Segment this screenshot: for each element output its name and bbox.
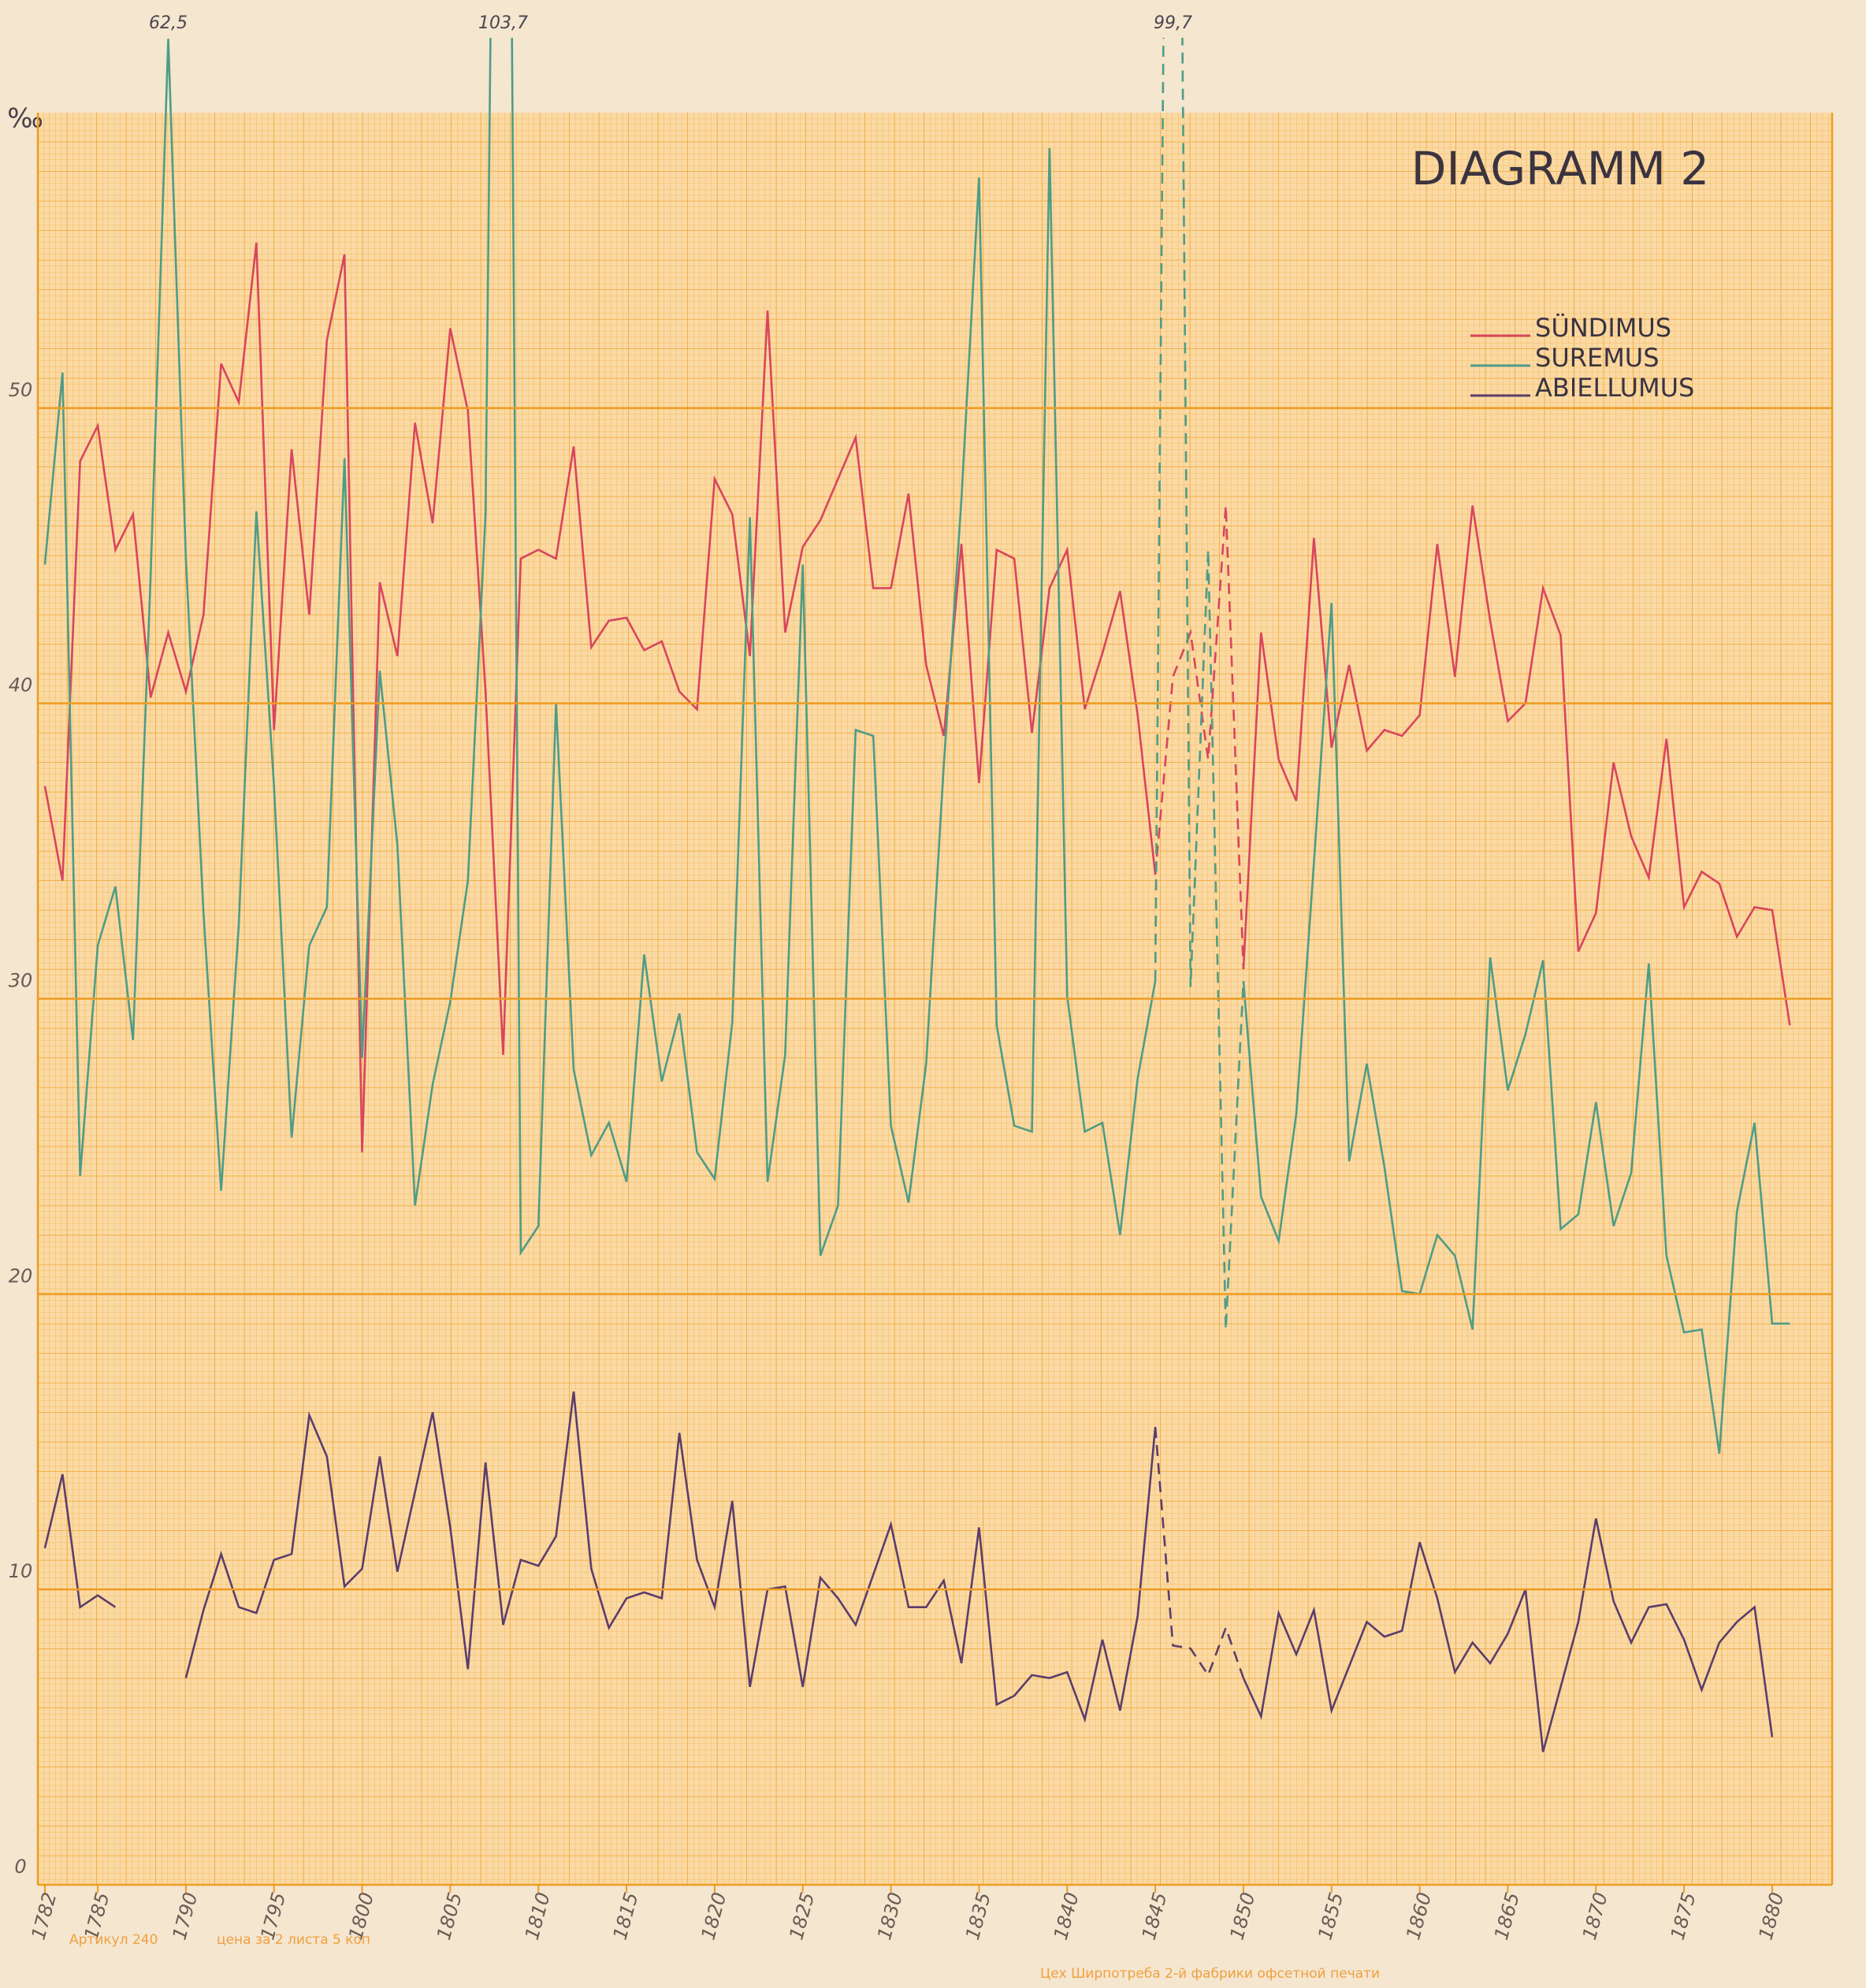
y-tick-label: 30 — [9, 970, 33, 992]
y-tick-label: 20 — [9, 1265, 33, 1287]
series-line — [43, 1473, 117, 1609]
series-line — [1242, 505, 1791, 1026]
y-tick-label: 40 — [9, 674, 33, 697]
chart-title: DIAGRAMM 2 — [1411, 142, 1709, 195]
y-tick-label: 10 — [9, 1560, 33, 1582]
lines — [43, 38, 1791, 1752]
series-line — [43, 38, 1157, 1257]
y-tick-label: 0 — [14, 1856, 26, 1878]
legend-label: SUREMUS — [1535, 343, 1660, 373]
legend-label: SÜNDIMUS — [1535, 313, 1671, 343]
value-label: 103,7 — [478, 13, 528, 33]
y-tick-label: 50 — [9, 379, 33, 401]
footnote: Цех Ширпотреба 2-й фабрики офсетной печа… — [1040, 1966, 1380, 1982]
series-line — [1154, 505, 1245, 970]
footnote: Артикул 240 — [69, 1932, 158, 1948]
series-line — [1242, 603, 1790, 1454]
value-label: 99,7 — [1154, 13, 1192, 33]
footnote: цена за 2 листа 5 коп — [217, 1932, 370, 1948]
legend-label: ABIELLUMUS — [1535, 373, 1694, 403]
series-line — [184, 1391, 1157, 1723]
value-label: 62,5 — [149, 13, 188, 33]
series-line — [43, 242, 1157, 1153]
series-line — [1242, 1518, 1774, 1752]
series-line — [1154, 1426, 1245, 1679]
